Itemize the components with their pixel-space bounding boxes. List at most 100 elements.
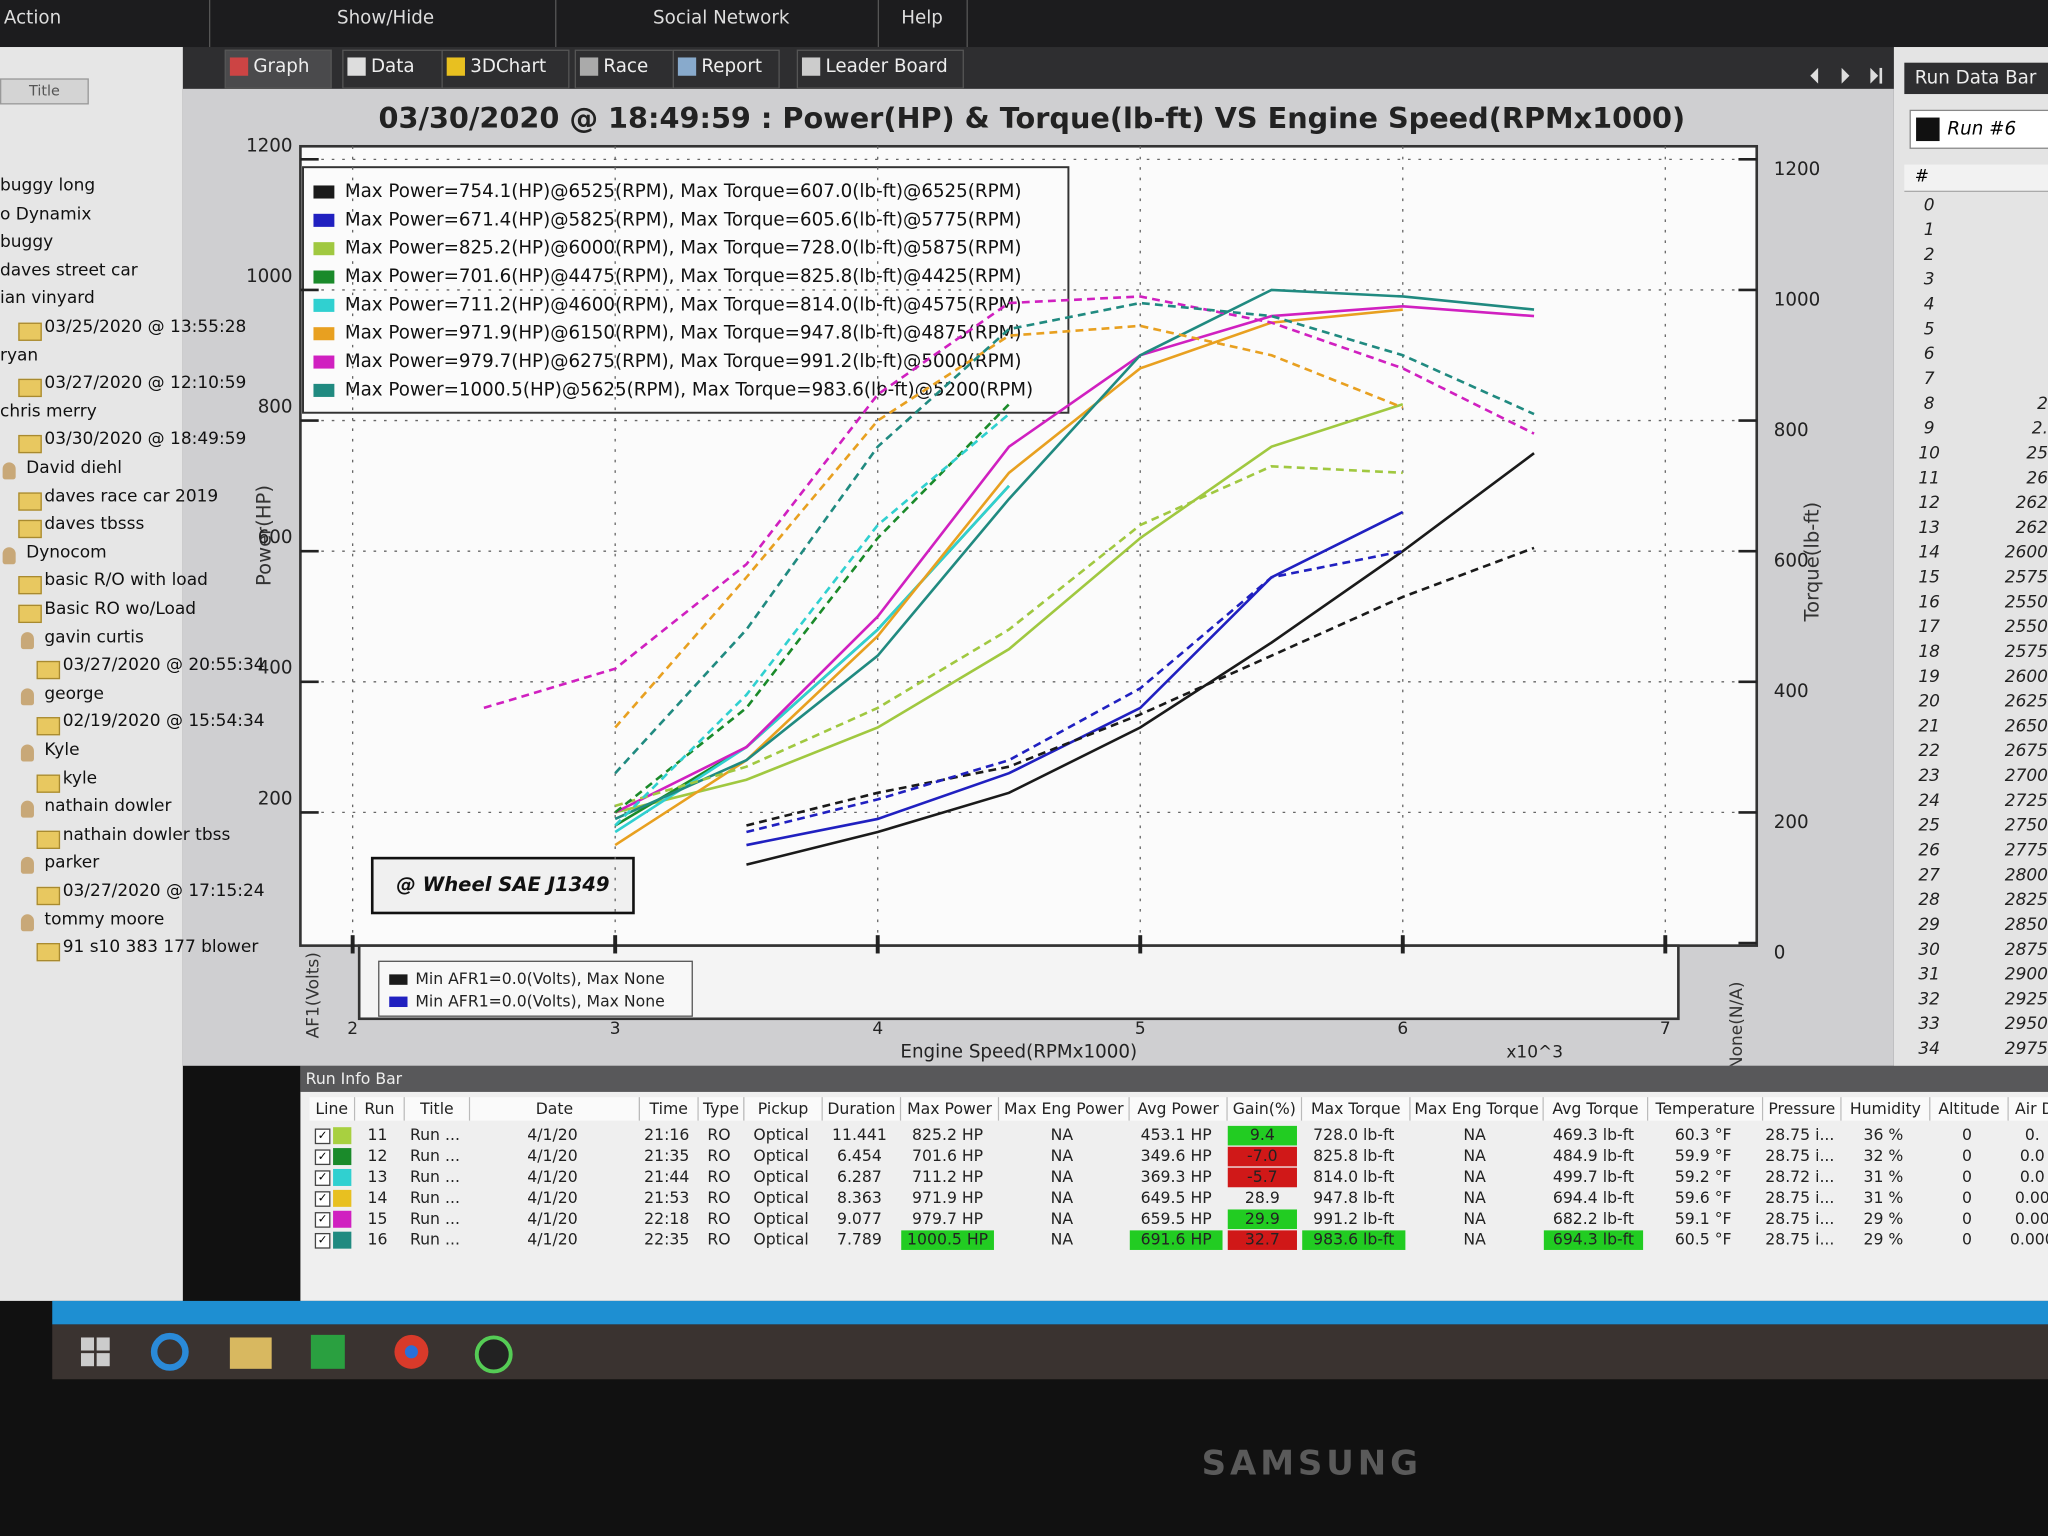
column-header[interactable]: Avg Power <box>1129 1097 1228 1121</box>
tree-item[interactable]: Basic RO wo/Load <box>44 599 197 620</box>
column-header[interactable]: Time <box>639 1097 699 1121</box>
tree-item[interactable]: tommy moore <box>44 909 165 930</box>
column-header[interactable]: Gain(%) <box>1227 1097 1303 1121</box>
run-data-cell: 23 <box>1918 766 1940 787</box>
tree-item[interactable]: daves race car 2019 <box>44 486 219 507</box>
tree-item[interactable]: Dynocom <box>26 543 107 563</box>
menu-item[interactable]: Show/Hide <box>336 7 435 29</box>
tree-item[interactable]: george <box>44 684 104 704</box>
table-cell: NA <box>1050 1167 1074 1186</box>
ie-icon[interactable] <box>150 1332 189 1371</box>
next-button[interactable] <box>1841 67 1850 84</box>
tab-label: 3DChart <box>470 56 547 78</box>
run-data-cell: 9 <box>1923 419 1935 439</box>
tree-item[interactable]: 03/27/2020 @ 12:10:59 <box>44 373 247 394</box>
column-header[interactable]: Altitude <box>1930 1097 2009 1121</box>
tree-item[interactable]: buggy <box>0 232 54 253</box>
tree-item[interactable]: o Dynamix <box>0 204 92 225</box>
tree-item[interactable]: 03/27/2020 @ 17:15:24 <box>62 881 265 902</box>
tree-item[interactable]: 91 s10 383 177 blower <box>62 938 259 958</box>
tree-item[interactable]: gavin curtis <box>44 627 144 648</box>
column-header[interactable]: Line <box>309 1097 356 1121</box>
column-header[interactable]: Max Eng Torque <box>1410 1097 1544 1121</box>
tree-item[interactable]: David diehl <box>26 458 122 479</box>
column-header[interactable]: Max Torque <box>1302 1097 1411 1121</box>
table-cell: 14 <box>367 1188 388 1207</box>
table-cell: 4/1/20 <box>527 1125 578 1145</box>
tree-item[interactable]: kyle <box>62 768 98 789</box>
tree-item[interactable]: Kyle <box>44 740 80 761</box>
tree-item[interactable]: daves tbsss <box>44 514 145 535</box>
run-data-cell: 30 <box>1918 940 1940 960</box>
table-cell: 649.5 HP <box>1140 1188 1212 1207</box>
tree-item[interactable]: buggy long <box>0 176 96 196</box>
run-data-cell: 13 <box>1918 518 1940 539</box>
run-label: Run #6 <box>1947 118 2017 140</box>
last-button[interactable] <box>1870 67 1879 84</box>
table-cell: Run ... <box>409 1188 460 1207</box>
column-header[interactable]: Temperature <box>1648 1097 1764 1121</box>
tree-item[interactable]: basic R/O with load <box>44 571 208 591</box>
start-button[interactable] <box>80 1337 110 1367</box>
explorer-icon[interactable] <box>229 1337 272 1369</box>
tree-item[interactable]: 03/27/2020 @ 20:55:34 <box>62 655 265 676</box>
row-checkbox[interactable]: ✓ <box>314 1232 331 1249</box>
table-cell: 11.441 <box>831 1125 887 1145</box>
column-header[interactable]: Pressure <box>1763 1097 1842 1121</box>
column-header[interactable]: Humidity <box>1841 1097 1931 1121</box>
column-header[interactable]: Duration <box>822 1097 902 1121</box>
table-cell: -5.7 <box>1227 1167 1297 1188</box>
column-header[interactable]: Avg Torque <box>1543 1097 1649 1121</box>
tree-item[interactable]: nathain dowler <box>44 796 172 817</box>
tree-item[interactable]: 02/19/2020 @ 15:54:34 <box>62 712 265 732</box>
row-checkbox[interactable]: ✓ <box>314 1191 331 1207</box>
tree-item[interactable]: ian vinyard <box>0 289 95 309</box>
tree-item[interactable]: parker <box>44 853 100 873</box>
run-data-cell: 5 <box>1923 319 1935 340</box>
column-header[interactable]: Air D <box>2008 1097 2048 1121</box>
table-cell: 453.1 HP <box>1140 1125 1212 1145</box>
row-checkbox[interactable]: ✓ <box>314 1128 331 1145</box>
column-header[interactable]: Max Eng Power <box>999 1097 1130 1121</box>
column-header[interactable]: Date <box>470 1097 640 1121</box>
column-header[interactable]: Max Power <box>901 1097 1000 1121</box>
prev-button[interactable] <box>1810 67 1819 84</box>
folder-icon <box>36 943 61 962</box>
tree-item[interactable]: nathain dowler tbss <box>62 825 231 845</box>
table-cell: 32 % <box>1863 1146 1904 1166</box>
run-data-cell: 12 <box>1918 493 1940 514</box>
store-icon[interactable] <box>310 1334 345 1369</box>
legend-box <box>302 166 1070 414</box>
menu-item[interactable]: Help <box>901 7 943 29</box>
tree-item[interactable]: ryan <box>0 345 39 366</box>
row-checkbox[interactable]: ✓ <box>314 1212 331 1228</box>
column-header[interactable]: Pickup <box>744 1097 823 1121</box>
table-cell: NA <box>1463 1146 1486 1166</box>
dyno-icon[interactable] <box>474 1335 513 1374</box>
run-data-cell: 10 <box>1918 444 1940 464</box>
y-tick-label: 1000 <box>246 266 293 287</box>
power-curve <box>614 304 1535 814</box>
table-cell: 22:35 <box>644 1230 690 1249</box>
tree-item[interactable]: 03/30/2020 @ 18:49:59 <box>44 430 247 450</box>
menu-separator <box>208 0 211 48</box>
menu-item[interactable]: Action <box>3 7 62 29</box>
run-selector[interactable]: Run #6 <box>1909 109 2048 149</box>
tab[interactable] <box>796 49 964 89</box>
column-header[interactable]: Title <box>404 1097 471 1121</box>
row-checkbox[interactable]: ✓ <box>314 1149 331 1166</box>
tree-item[interactable]: 03/25/2020 @ 13:55:28 <box>44 317 247 337</box>
column-header[interactable]: Type <box>698 1097 745 1121</box>
tab-icon <box>677 57 697 76</box>
table-cell: RO <box>707 1167 731 1186</box>
tree-item[interactable]: daves street car <box>0 260 138 281</box>
afr-legend-swatch <box>389 974 408 985</box>
table-cell: 0.000 <box>2009 1230 2048 1249</box>
tree-item[interactable]: chris merry <box>0 402 97 422</box>
column-header[interactable]: Run <box>355 1097 405 1121</box>
table-cell: NA <box>1050 1125 1074 1145</box>
row-checkbox[interactable]: ✓ <box>314 1170 331 1186</box>
menu-item[interactable]: Social Network <box>653 7 790 29</box>
